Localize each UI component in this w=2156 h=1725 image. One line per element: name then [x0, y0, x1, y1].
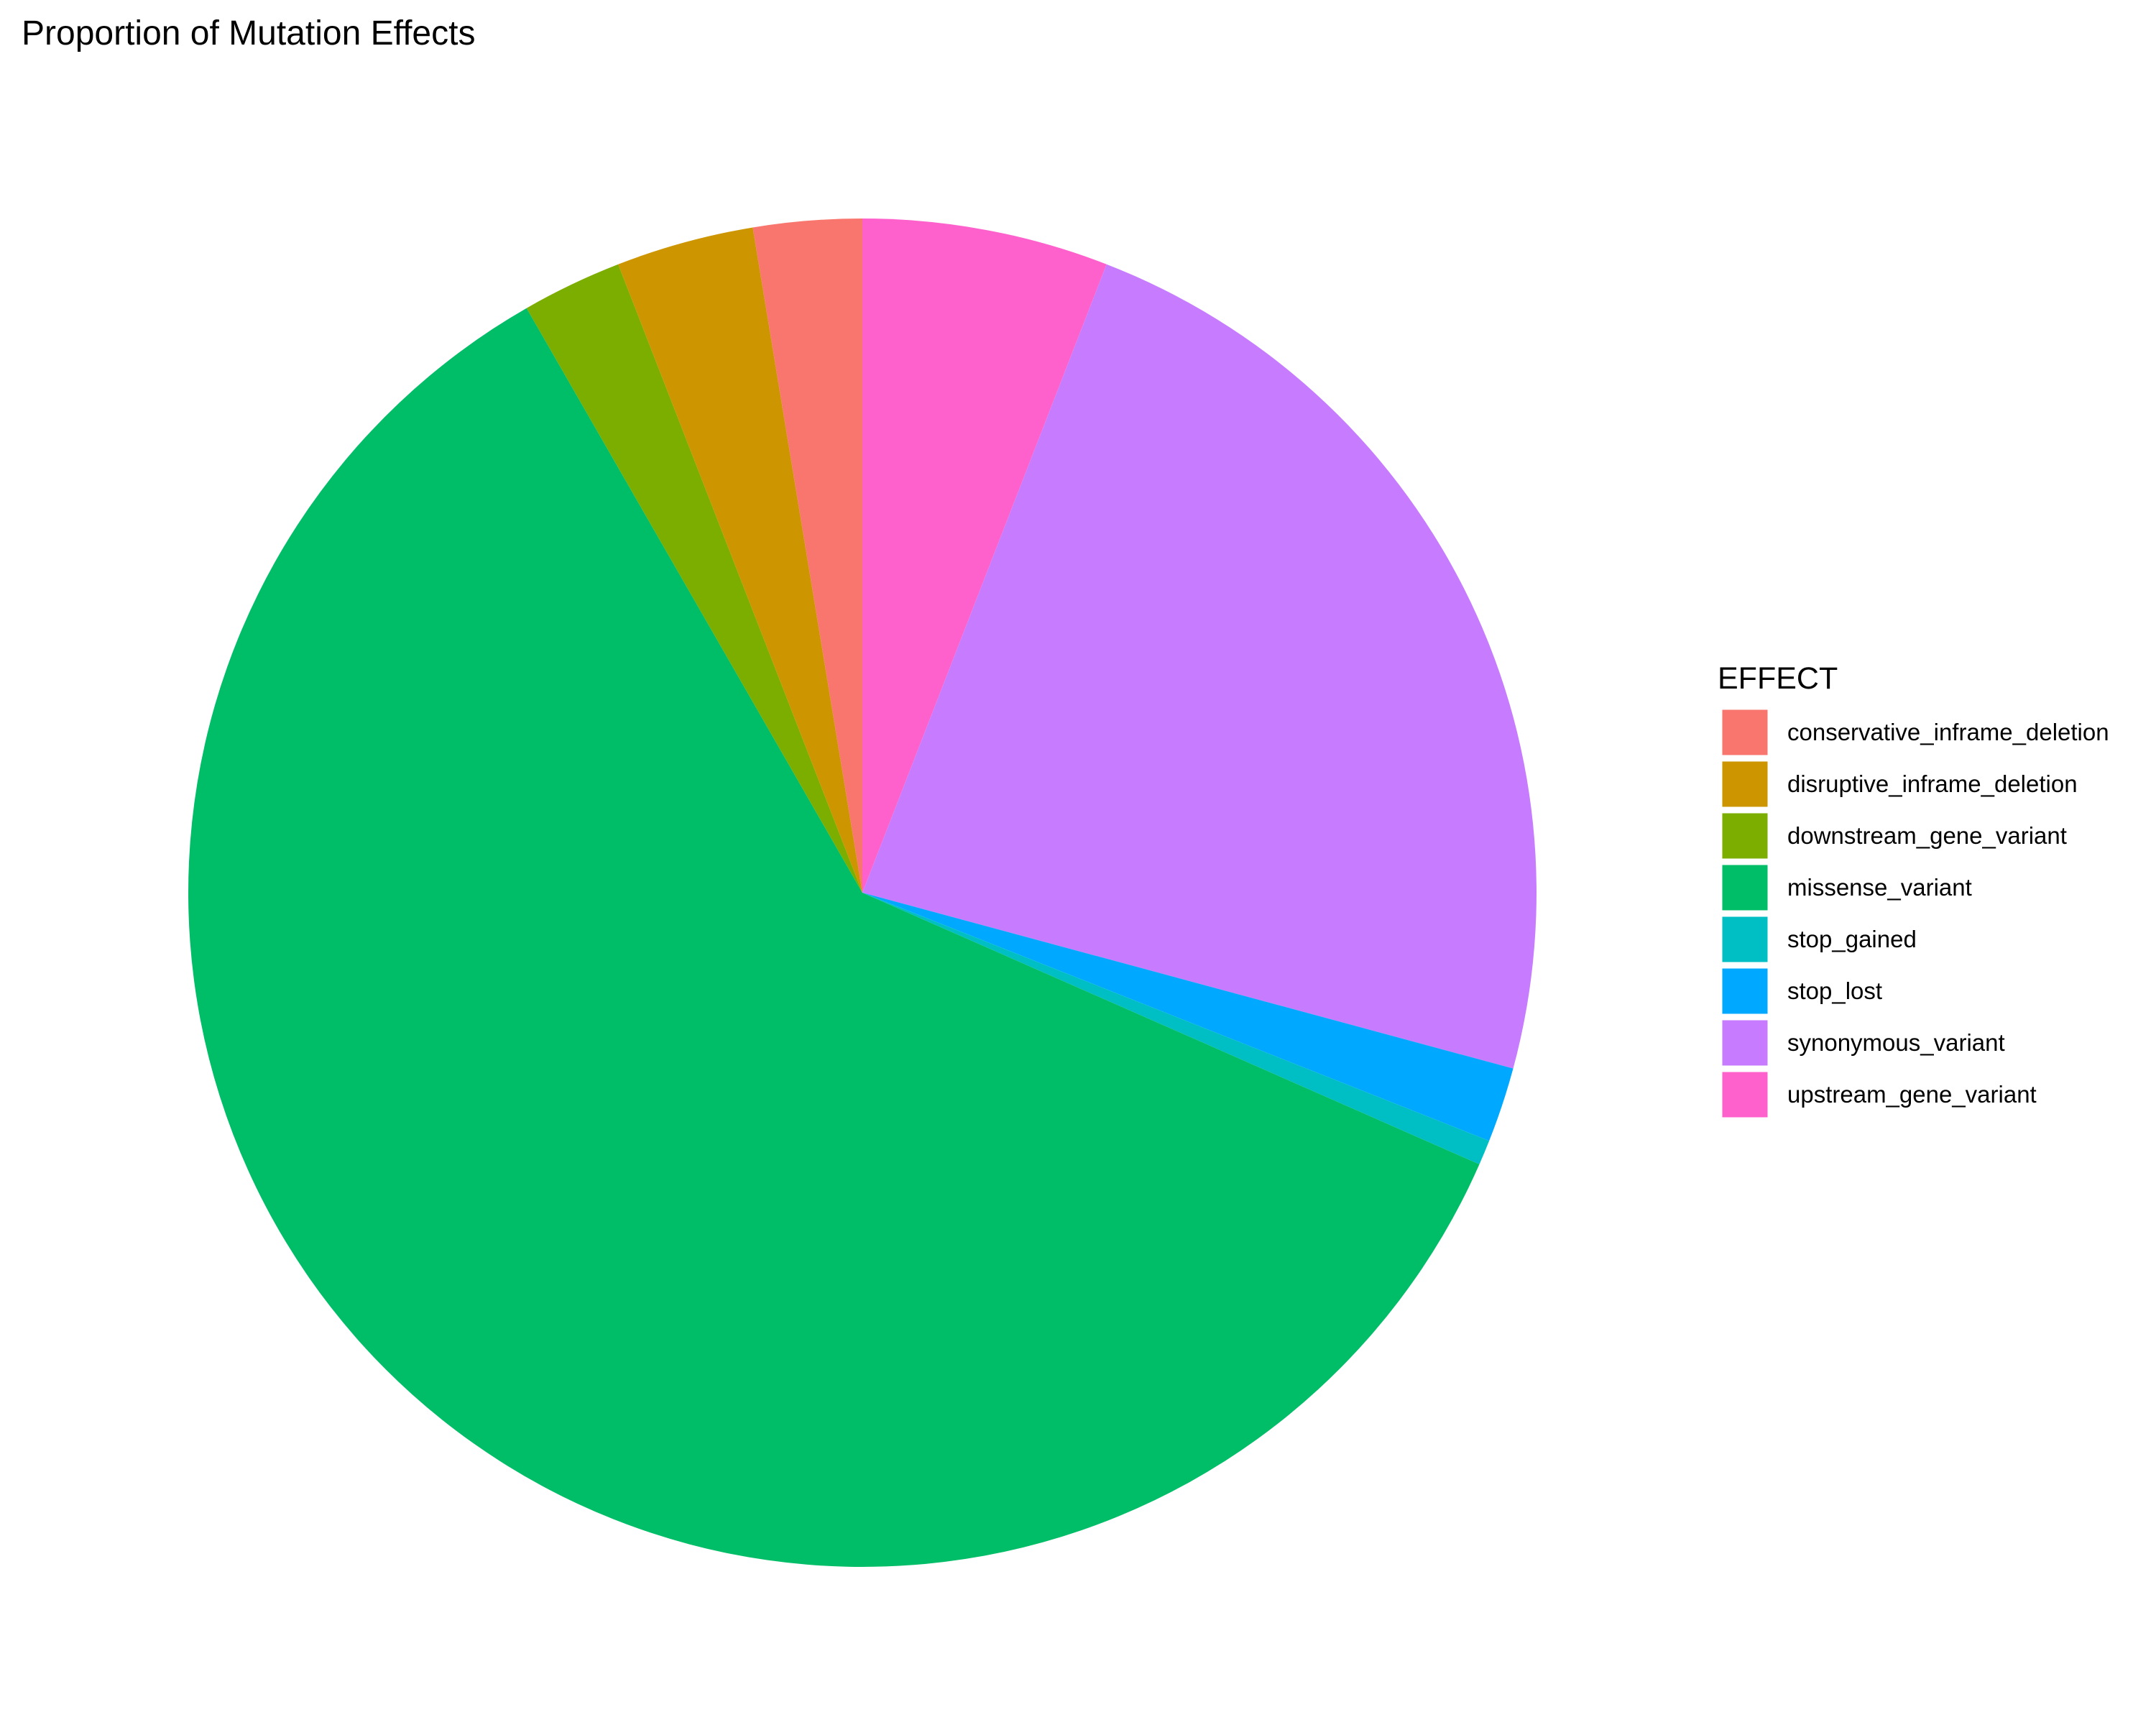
pie-slice-downstream-gene-variant: [526, 264, 862, 893]
pie-slice-conservative-inframe-deletion: [752, 218, 862, 893]
legend-key-stop-gained: [1720, 914, 1770, 965]
legend-key-stop-lost: [1720, 966, 1770, 1016]
pie-slice-missense-variant: [188, 308, 1480, 1567]
pie-slice-stop-gained: [862, 893, 1490, 1164]
pie-slices: [188, 218, 1537, 1567]
legend-label-stop-lost: stop_lost: [1787, 978, 1882, 1004]
legend-key-conservative-inframe-deletion: [1720, 707, 1770, 758]
legend-key-upstream-gene-variant: [1720, 1070, 1770, 1120]
chart-title: Proportion of Mutation Effects: [22, 14, 475, 52]
legend-label-conservative-inframe-deletion: conservative_inframe_deletion: [1787, 719, 2109, 745]
legend: conservative_inframe_deletion disruptive_…: [1720, 707, 2109, 1120]
legend-label-synonymous-variant: synonymous_variant: [1787, 1029, 2005, 1056]
legend-label-missense-variant: missense_variant: [1787, 874, 1972, 901]
legend-label-disruptive-inframe-deletion: disruptive_inframe_deletion: [1787, 770, 2078, 797]
legend-key-synonymous-variant: [1720, 1018, 1770, 1068]
legend-key-missense-variant: [1720, 862, 1770, 913]
legend-title: EFFECT: [1718, 661, 1838, 696]
pie-slice-disruptive-inframe-deletion: [618, 227, 862, 893]
legend-label-stop-gained: stop_gained: [1787, 926, 1917, 952]
legend-label-upstream-gene-variant: upstream_gene_variant: [1787, 1081, 2037, 1108]
legend-key-downstream-gene-variant: [1720, 811, 1770, 861]
pie-slice-synonymous-variant: [862, 264, 1537, 1069]
legend-label-downstream-gene-variant: downstream_gene_variant: [1787, 822, 2067, 849]
pie-slice-upstream-gene-variant: [862, 218, 1107, 893]
legend-key-disruptive-inframe-deletion: [1720, 759, 1770, 809]
pie-slice-stop-lost: [862, 893, 1514, 1141]
